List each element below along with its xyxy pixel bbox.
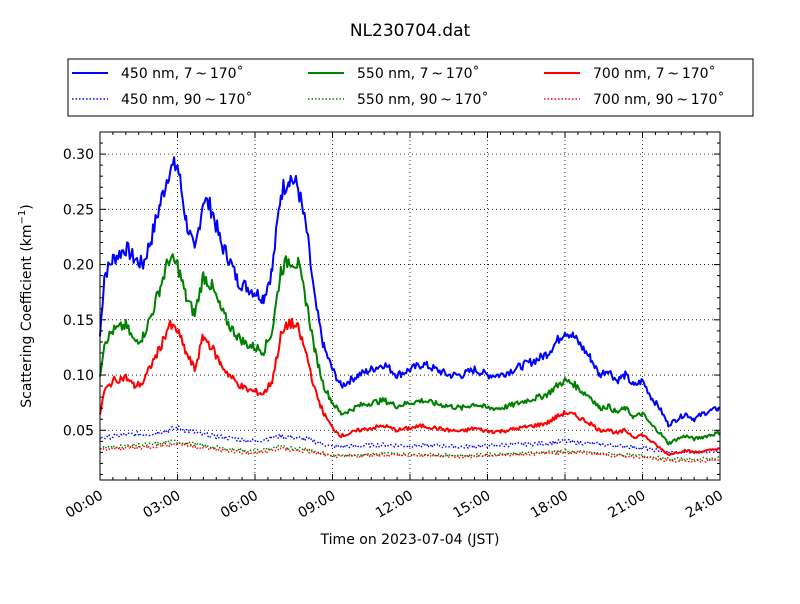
x-tick-label: 12:00: [373, 488, 416, 522]
y-axis-label-exponent: −1: [17, 210, 28, 225]
series-line-700-nm-90-170: [99, 441, 721, 463]
series-line-450-nm-7-170: [99, 156, 721, 428]
x-tick-label: 24:00: [683, 488, 726, 522]
x-tick-labels: 00:00 03:00 06:00 09:00 12:00 15:00 18:00 21:00…: [63, 488, 726, 522]
legend-label: 450 nm, 90 ~ 170˚: [121, 91, 252, 108]
series-line-550-nm-7-170: [99, 253, 721, 446]
y-tick-label: 0.25: [63, 202, 94, 218]
legend: 450 nm, 7 ~ 170˚ 450 nm, 90 ~ 170˚ 550 nm,…: [67, 58, 754, 117]
x-tick-label: 15:00: [451, 488, 494, 522]
grid: [100, 132, 720, 480]
legend-label: 550 nm, 90 ~ 170˚: [357, 91, 488, 108]
chart-title: NL230704.dat: [350, 21, 471, 41]
x-axis-label: Time on 2023-07-04 (JST): [320, 532, 500, 548]
series-layer: [99, 156, 721, 463]
y-axis-label: Scattering Coefficient (km−1): [17, 204, 35, 408]
axis-ticks: [99, 131, 721, 480]
x-tick-label: 03:00: [141, 488, 184, 522]
y-tick-label: 0.30: [63, 147, 94, 163]
legend-label: 700 nm, 90 ~ 170˚: [593, 91, 724, 108]
plot-area: [100, 132, 720, 480]
y-tick-labels: 0.05 0.10 0.15 0.20 0.25 0.30: [63, 147, 94, 439]
y-tick-label: 0.05: [63, 423, 94, 439]
x-tick-label: 21:00: [606, 488, 649, 522]
x-tick-label: 06:00: [218, 488, 261, 522]
x-tick-label: 18:00: [528, 488, 571, 522]
legend-label: 700 nm, 7 ~ 170˚: [593, 65, 716, 82]
x-tick-label: 00:00: [63, 488, 106, 522]
series-line-550-nm-90-170: [99, 439, 721, 461]
y-axis-label-close: ): [19, 204, 35, 209]
y-tick-label: 0.10: [63, 368, 94, 384]
x-tick-label: 09:00: [296, 488, 339, 522]
legend-label: 450 nm, 7 ~ 170˚: [121, 65, 244, 82]
y-tick-label: 0.15: [63, 313, 94, 329]
y-tick-label: 0.20: [63, 258, 94, 274]
legend-label: 550 nm, 7 ~ 170˚: [357, 65, 480, 82]
y-axis-label-main: Scattering Coefficient (km: [19, 224, 35, 407]
legend-box: [67, 58, 754, 117]
series-line-700-nm-7-170: [99, 317, 721, 457]
